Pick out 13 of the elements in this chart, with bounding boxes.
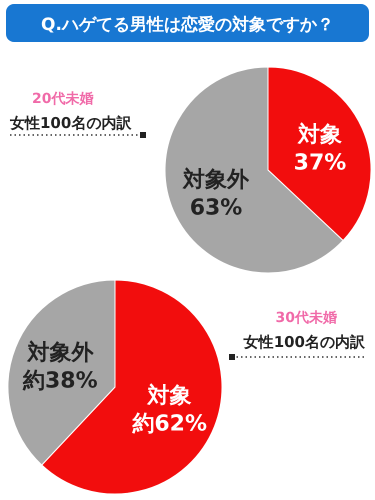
data-label: 63% (190, 196, 242, 220)
data-label: 約62% (131, 412, 208, 437)
text: 20代未婚 (32, 91, 94, 107)
slice-label: 対象 (146, 382, 192, 409)
text: 女性100名の内訳 (242, 333, 366, 351)
data-label: 約38% (22, 368, 98, 394)
slice-label: 対象外 (26, 339, 94, 366)
slice-label: 対象 (296, 122, 342, 148)
slice-label: 対象外 (182, 166, 250, 192)
text: 女性100名の内訳 (9, 114, 132, 132)
text: 30代未婚 (276, 310, 337, 326)
data-label: 37% (294, 150, 346, 176)
chart-title: Q.ハゲてる男性は恋愛の対象ですか？ (41, 15, 334, 35)
